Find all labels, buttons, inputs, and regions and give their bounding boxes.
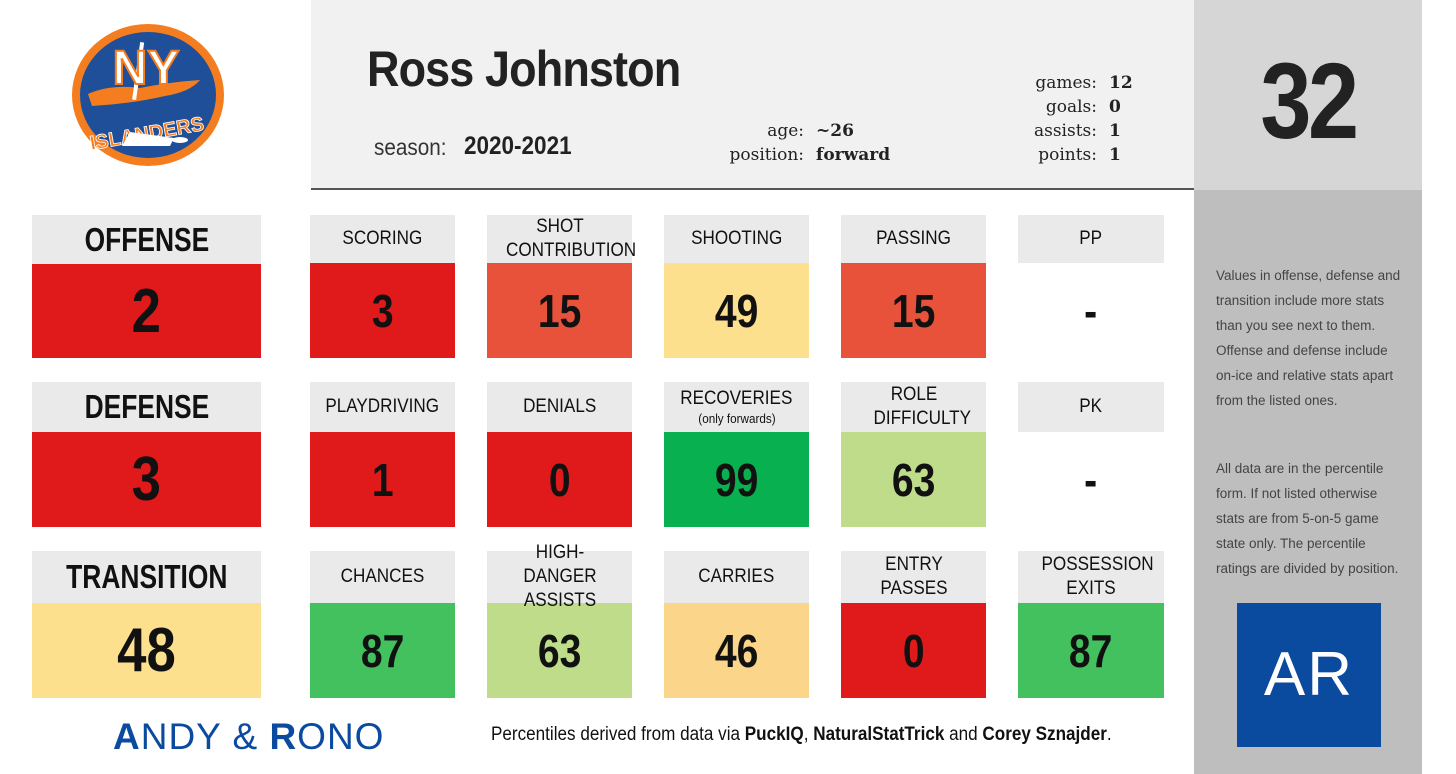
pp-value: - (1018, 263, 1164, 358)
offense-tile: OFFENSE 2 (32, 215, 261, 358)
playdriving-tile: PLAYDRIVING 1 (310, 382, 455, 527)
high-danger-assists-tile: HIGH-DANGER ASSISTS 63 (487, 542, 632, 698)
player-name: Ross Johnston (367, 41, 681, 97)
scoring-tile: SCORING 3 (310, 215, 455, 358)
source-puckiq: PuckIQ (744, 724, 804, 745)
shot-contribution-value: 15 (487, 263, 632, 358)
role-difficulty-tile: ROLE DIFFICULTY 63 (841, 382, 986, 527)
ar-logo: AR (1237, 603, 1381, 747)
chances-value: 87 (310, 603, 455, 698)
season-value: 2020-2021 (464, 132, 572, 160)
games-value: 12 (1109, 73, 1133, 93)
offense-label: OFFENSE (32, 215, 261, 264)
age-label: age: (767, 121, 804, 141)
games-label: games: (1035, 73, 1097, 93)
role-difficulty-label: ROLE DIFFICULTY (841, 382, 986, 432)
playdriving-value: 1 (310, 432, 455, 527)
andy-rono-brand: ANDY & RONO (113, 716, 385, 757)
passing-label: PASSING (841, 215, 986, 263)
pk-value: - (1018, 432, 1164, 527)
assists-label: assists: (1033, 121, 1097, 141)
defense-tile: DEFENSE 3 (32, 382, 261, 527)
note-percentile-form: All data are in the percentile form. If … (1216, 461, 1399, 576)
recoveries-label: RECOVERIES (only forwards) (664, 382, 809, 432)
entry-passes-value: 0 (841, 603, 986, 698)
goals-label: goals: (1045, 97, 1097, 117)
carries-value: 46 (664, 603, 809, 698)
high-danger-assists-value: 63 (487, 603, 632, 698)
note-composite-stats: Values in offense, defense and transitio… (1216, 268, 1401, 408)
recoveries-value: 99 (664, 432, 809, 527)
recoveries-sublabel: (only forwards) (697, 411, 776, 426)
season-label: season: (374, 134, 447, 160)
position-value: forward (816, 145, 891, 165)
age-value: ~26 (816, 121, 854, 141)
shooting-label: SHOOTING (664, 215, 809, 263)
denials-value: 0 (487, 432, 632, 527)
points-label: points: (1038, 145, 1097, 165)
chances-label: CHANCES (310, 551, 455, 603)
high-danger-assists-label: HIGH-DANGER ASSISTS (487, 542, 632, 611)
entry-passes-tile: ENTRY PASSES 0 (841, 551, 986, 698)
possession-exits-label: POSSESSION EXITS (1018, 551, 1164, 603)
shot-contribution-tile: SHOT CONTRIBUTION 15 (487, 215, 636, 358)
transition-value: 48 (32, 603, 261, 698)
goals-value: 0 (1109, 97, 1121, 117)
recoveries-tile: RECOVERIES (only forwards) 99 (664, 382, 809, 527)
player-header (311, 0, 1194, 190)
scoring-value: 3 (310, 263, 455, 358)
shot-contribution-label: SHOT CONTRIBUTION (487, 215, 636, 263)
scoring-label: SCORING (310, 215, 455, 263)
shooting-tile: SHOOTING 49 (664, 215, 809, 358)
denials-tile: DENIALS 0 (487, 382, 632, 527)
defense-value: 3 (32, 432, 261, 527)
transition-label: TRANSITION (32, 551, 261, 603)
defense-label: DEFENSE (32, 382, 261, 432)
possession-exits-tile: POSSESSION EXITS 87 (1018, 551, 1164, 698)
carries-label: CARRIES (664, 551, 809, 603)
assists-value: 1 (1109, 121, 1121, 141)
position-label: position: (729, 145, 804, 165)
pp-label: PP (1018, 215, 1164, 263)
pk-label: PK (1018, 382, 1164, 432)
denials-label: DENIALS (487, 382, 632, 432)
jersey-number-box (1194, 0, 1422, 190)
source-naturalstattrick: NaturalStatTrick (813, 724, 945, 745)
pp-tile: PP - (1018, 215, 1164, 358)
points-value: 1 (1109, 145, 1121, 165)
shooting-value: 49 (664, 263, 809, 358)
passing-value: 15 (841, 263, 986, 358)
islanders-logo: NY ISLANDERS (72, 24, 224, 166)
possession-exits-value: 87 (1018, 603, 1164, 698)
entry-passes-label: ENTRY PASSES (841, 551, 986, 603)
chances-tile: CHANCES 87 (310, 551, 455, 698)
role-difficulty-value: 63 (841, 432, 986, 527)
pk-tile: PK - (1018, 382, 1164, 527)
jersey-number: 32 (1260, 40, 1359, 161)
data-sources-footer: Percentiles derived from data via PuckIQ… (491, 724, 1112, 745)
transition-tile: TRANSITION 48 (32, 551, 261, 698)
carries-tile: CARRIES 46 (664, 551, 809, 698)
offense-value: 2 (32, 264, 261, 358)
logo-ny-text: NY (113, 42, 180, 95)
source-corey-sznajder: Corey Sznajder (982, 724, 1107, 745)
passing-tile: PASSING 15 (841, 215, 986, 358)
playdriving-label: PLAYDRIVING (310, 382, 455, 432)
